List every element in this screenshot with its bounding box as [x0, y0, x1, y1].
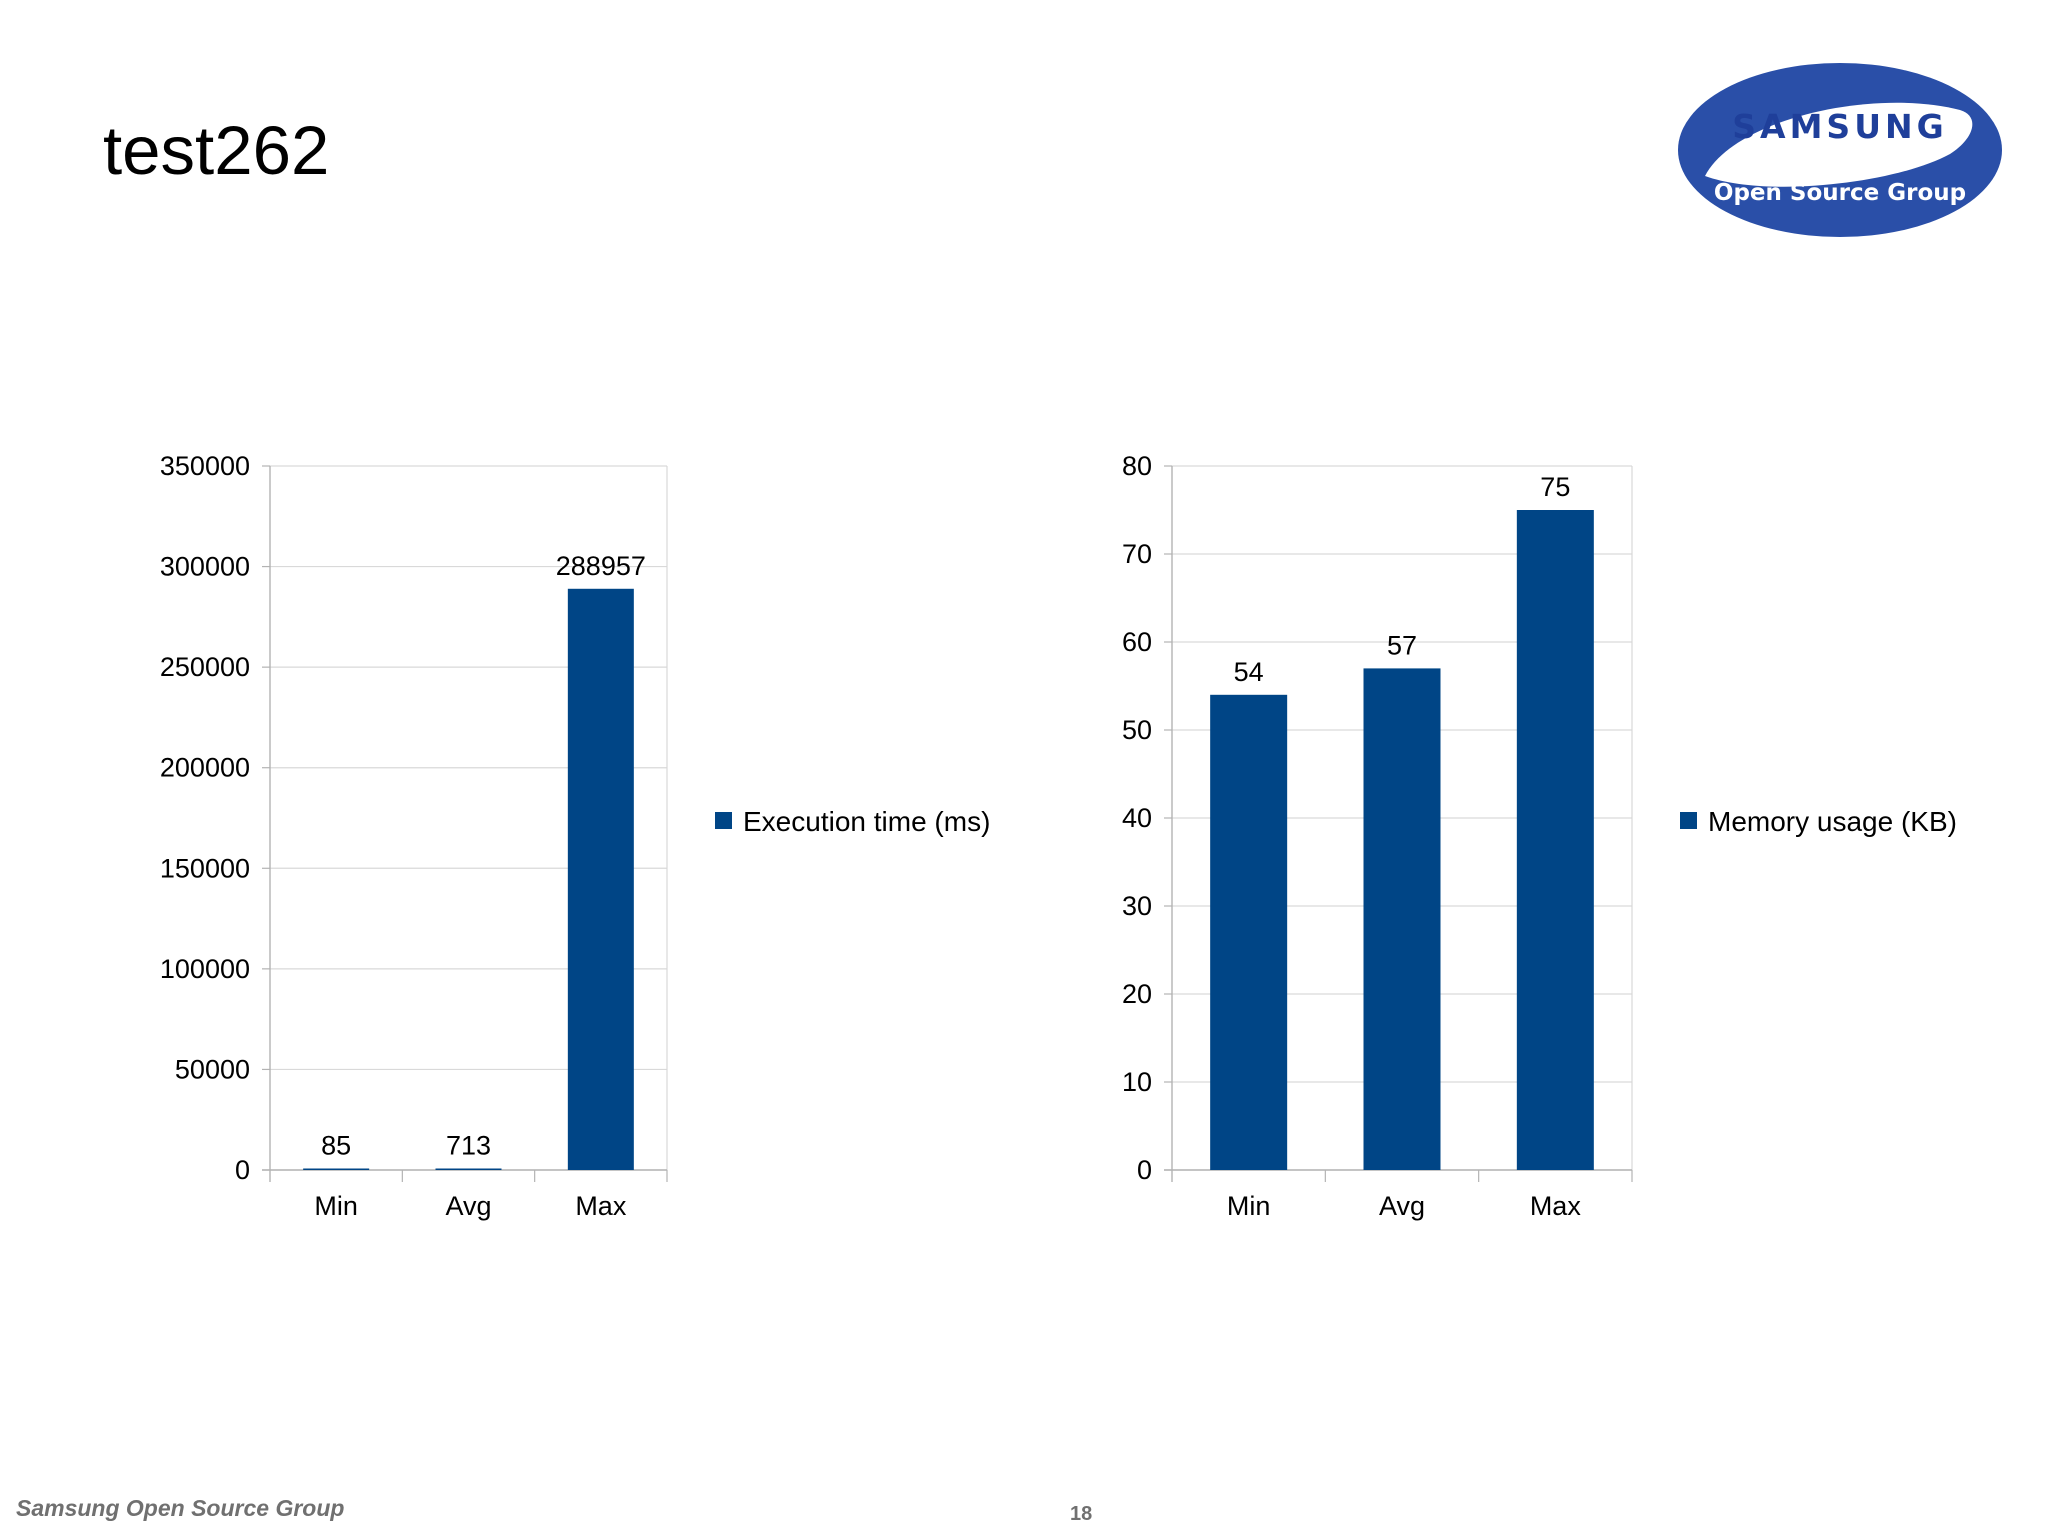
chart1-bar-min [303, 1168, 370, 1170]
chart2-x-tick-label: Min [1227, 1191, 1271, 1221]
chart2-x-tick-label: Avg [1379, 1191, 1425, 1221]
chart1-bar-max [567, 588, 634, 1170]
slide-title: test262 [103, 112, 330, 189]
page-number: 18 [1070, 1503, 1093, 1525]
chart2-y-tick-label: 40 [1122, 803, 1152, 833]
chart2-bar-max [1516, 510, 1594, 1170]
chart1-legend-swatch [715, 812, 732, 829]
chart2-data-label: 54 [1234, 657, 1264, 687]
chart2-y-tick-label: 80 [1122, 451, 1152, 481]
chart1-y-tick-label: 250000 [160, 652, 250, 682]
chart2-x-tick-label: Max [1530, 1191, 1582, 1221]
chart1-y-tick-label: 0 [235, 1155, 250, 1185]
chart2-y-tick-label: 0 [1137, 1155, 1152, 1185]
chart1-data-label: 85 [321, 1131, 351, 1161]
chart1-legend-label: Execution time (ms) [743, 806, 990, 837]
chart1-y-tick-label: 350000 [160, 451, 250, 481]
chart1-y-tick-label: 150000 [160, 853, 250, 883]
chart1-data-label: 713 [446, 1131, 491, 1161]
samsung-osg-logo: SAMSUNG Open Source Group [1678, 63, 2002, 237]
chart1-x-tick-label: Min [314, 1191, 358, 1221]
chart1-x-tick-label: Max [575, 1191, 627, 1221]
chart1-y-tick-label: 50000 [175, 1054, 250, 1084]
logo-bottom-text: Open Source Group [1714, 180, 1966, 206]
chart2-legend-swatch [1680, 812, 1697, 829]
chart1-y-tick-label: 300000 [160, 552, 250, 582]
chart2-data-label: 75 [1540, 472, 1570, 502]
chart2-y-tick-label: 20 [1122, 979, 1152, 1009]
chart2-bar-min [1210, 694, 1288, 1170]
footer-org-name: Samsung Open Source Group [16, 1495, 345, 1521]
chart1-x-tick-label: Avg [445, 1191, 491, 1221]
chart1-y-tick-label: 100000 [160, 954, 250, 984]
chart1-y-tick-label: 200000 [160, 753, 250, 783]
chart2-y-tick-label: 70 [1122, 539, 1152, 569]
chart1-bar-avg [435, 1168, 502, 1170]
logo-swoosh [1705, 102, 1973, 187]
chart2-data-label: 57 [1387, 630, 1417, 660]
chart2-y-tick-label: 10 [1122, 1067, 1152, 1097]
chart2-y-tick-label: 50 [1122, 715, 1152, 745]
chart2-y-tick-label: 60 [1122, 627, 1152, 657]
chart2-legend-label: Memory usage (KB) [1708, 806, 1957, 837]
chart2-y-tick-label: 30 [1122, 891, 1152, 921]
chart2-bar-avg [1363, 668, 1441, 1170]
logo-top-text: SAMSUNG [1732, 107, 1947, 146]
chart1-data-label: 288957 [556, 551, 646, 581]
